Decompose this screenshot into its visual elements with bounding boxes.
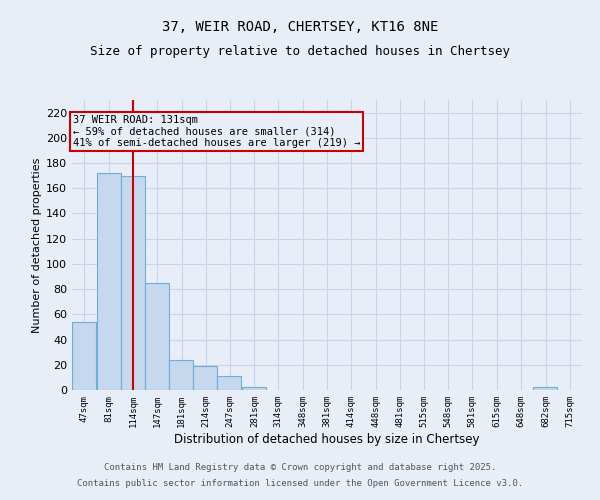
Bar — [145, 283, 169, 390]
Bar — [217, 376, 241, 390]
Bar — [242, 388, 266, 390]
Bar — [72, 322, 96, 390]
Text: Contains public sector information licensed under the Open Government Licence v3: Contains public sector information licen… — [77, 478, 523, 488]
Bar — [533, 388, 557, 390]
Bar — [97, 173, 121, 390]
X-axis label: Distribution of detached houses by size in Chertsey: Distribution of detached houses by size … — [174, 432, 480, 446]
Text: 37, WEIR ROAD, CHERTSEY, KT16 8NE: 37, WEIR ROAD, CHERTSEY, KT16 8NE — [162, 20, 438, 34]
Bar — [121, 176, 145, 390]
Y-axis label: Number of detached properties: Number of detached properties — [32, 158, 42, 332]
Text: 37 WEIR ROAD: 131sqm
← 59% of detached houses are smaller (314)
41% of semi-deta: 37 WEIR ROAD: 131sqm ← 59% of detached h… — [73, 115, 360, 148]
Bar — [169, 360, 193, 390]
Bar — [193, 366, 217, 390]
Text: Size of property relative to detached houses in Chertsey: Size of property relative to detached ho… — [90, 45, 510, 58]
Text: Contains HM Land Registry data © Crown copyright and database right 2025.: Contains HM Land Registry data © Crown c… — [104, 464, 496, 472]
